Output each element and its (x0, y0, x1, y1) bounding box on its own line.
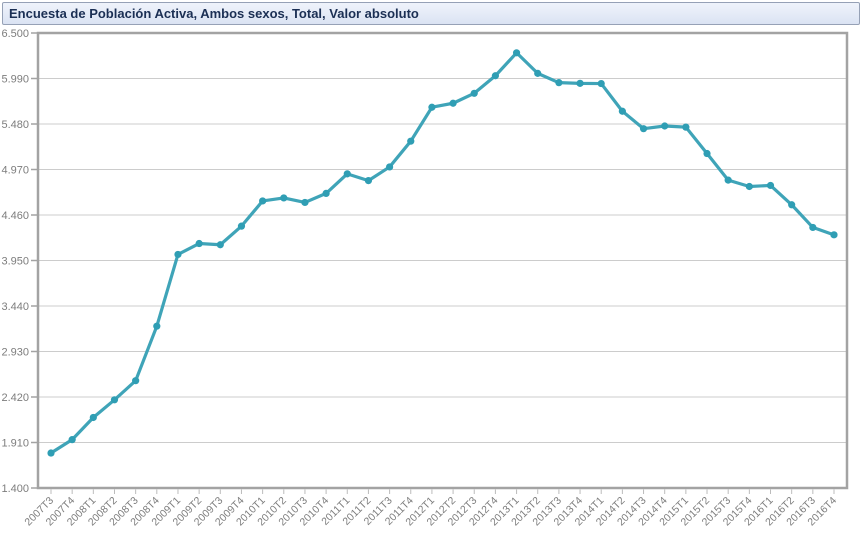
y-axis-label: 6.500 (1, 28, 29, 40)
data-point[interactable] (216, 241, 224, 249)
data-point[interactable] (555, 79, 563, 87)
y-axis-label: 5.990 (1, 74, 29, 86)
data-point[interactable] (89, 413, 97, 422)
data-point[interactable] (724, 176, 732, 184)
data-point[interactable] (830, 231, 838, 239)
data-point[interactable] (280, 194, 288, 202)
data-point[interactable] (237, 222, 246, 230)
data-point[interactable] (576, 79, 584, 87)
data-point[interactable] (153, 322, 161, 330)
y-axis-label: 1.910 (1, 438, 29, 450)
y-axis-label: 5.480 (1, 119, 29, 131)
data-point[interactable] (407, 137, 415, 145)
data-point[interactable] (766, 181, 775, 190)
data-point[interactable] (512, 49, 521, 57)
y-axis-label: 4.970 (1, 165, 29, 177)
y-axis-label: 4.460 (1, 210, 29, 222)
data-point[interactable] (809, 223, 817, 232)
y-axis-label: 2.930 (1, 347, 29, 359)
data-point[interactable] (534, 69, 542, 77)
data-point[interactable] (618, 107, 626, 115)
data-point[interactable] (470, 89, 478, 97)
data-point[interactable] (110, 396, 119, 404)
data-point[interactable] (491, 72, 500, 80)
data-point[interactable] (703, 149, 711, 158)
data-point[interactable] (385, 163, 394, 171)
data-point[interactable] (364, 176, 373, 185)
data-point[interactable] (745, 182, 753, 191)
data-point[interactable] (449, 99, 457, 107)
data-point[interactable] (132, 377, 140, 385)
data-point[interactable] (639, 125, 648, 133)
data-line (49, 51, 836, 455)
data-point[interactable] (195, 239, 203, 248)
data-point[interactable] (174, 250, 182, 259)
chart-title: Encuesta de Población Activa, Ambos sexo… (9, 6, 419, 21)
data-point[interactable] (661, 122, 669, 130)
data-point[interactable] (682, 123, 690, 131)
y-axis-label: 3.440 (1, 301, 29, 313)
data-point[interactable] (788, 201, 796, 209)
data-point[interactable] (68, 436, 76, 444)
plot-border (36, 31, 849, 490)
y-axis-label: 3.950 (1, 256, 29, 268)
data-point[interactable] (597, 79, 605, 88)
data-point[interactable] (301, 198, 309, 207)
data-point[interactable] (322, 189, 330, 197)
y-axis-label: 1.400 (1, 483, 29, 495)
data-point[interactable] (259, 197, 267, 205)
data-point[interactable] (343, 170, 351, 178)
data-point[interactable] (47, 449, 55, 457)
chart-title-bar: Encuesta de Población Activa, Ambos sexo… (2, 2, 860, 25)
y-axis-label: 2.420 (1, 392, 29, 404)
data-point[interactable] (428, 103, 436, 111)
